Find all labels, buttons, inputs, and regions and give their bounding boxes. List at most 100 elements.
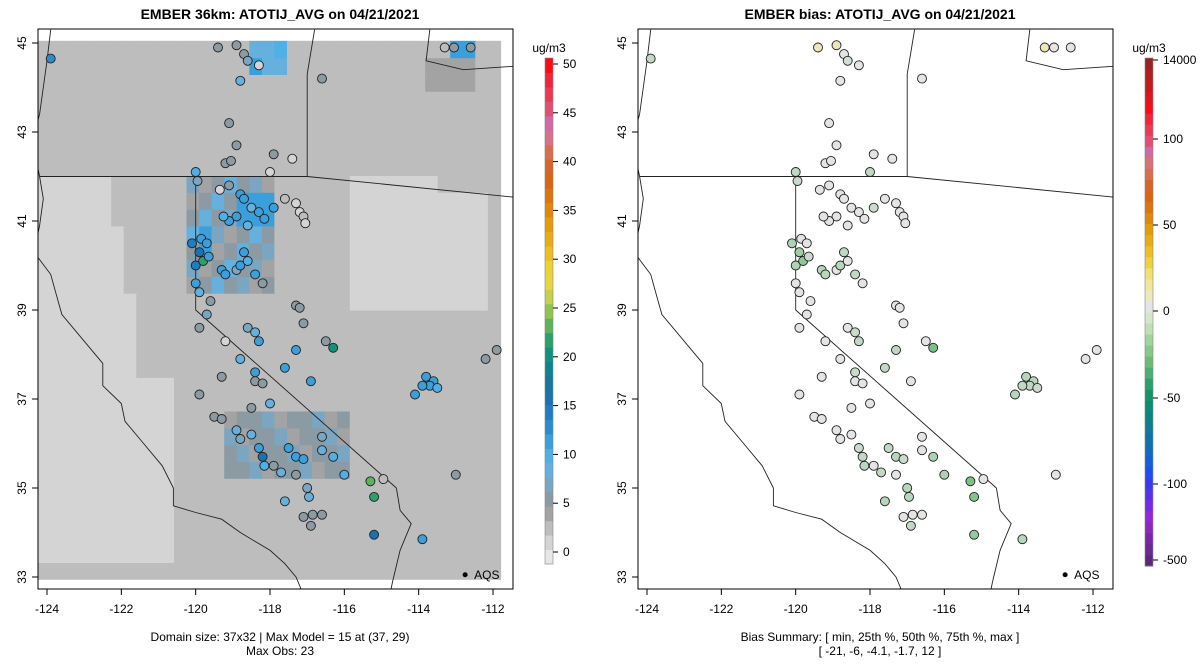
colorbar-unit: ug/m3 <box>1132 41 1166 55</box>
grid-cell <box>362 57 376 75</box>
grid-cell <box>462 478 476 496</box>
grid-cell <box>174 259 188 277</box>
grid-cell <box>199 141 213 160</box>
colorbar-swatch <box>1145 234 1153 247</box>
grid-cell <box>337 242 351 261</box>
grid-cell <box>148 545 163 563</box>
grid-cell <box>186 40 200 59</box>
bias-point <box>1039 42 1050 53</box>
y-tick-label: 43 <box>15 125 29 139</box>
grid-cell <box>387 528 401 547</box>
geography <box>38 29 513 589</box>
grid-cell <box>487 40 502 59</box>
model-concentration-panel: EMBER 36km: ATOTIJ_AVG on 04/21/2021 -12… <box>15 6 577 658</box>
grid-cell <box>312 209 326 227</box>
grid-cell <box>287 91 301 109</box>
grid-cell <box>98 495 112 513</box>
bias-points <box>645 40 1102 545</box>
grid-cell <box>224 124 238 143</box>
grid-cell <box>387 326 401 345</box>
grid-cell <box>161 495 175 513</box>
grid-cell <box>211 427 225 446</box>
bias-point <box>868 460 879 471</box>
grid-cell <box>299 40 313 59</box>
grid-cell <box>236 175 250 193</box>
grid-cell <box>287 528 301 547</box>
grid-cell <box>475 91 489 109</box>
colorbar-swatch <box>1145 58 1153 70</box>
right-footer-line-1: Bias Summary: [ min, 25th %, 50th %, 75t… <box>740 630 1020 644</box>
grid-cell <box>337 108 351 126</box>
colorbar-swatch <box>545 404 553 420</box>
x-tick-label: -114 <box>1007 602 1030 616</box>
grid-cell <box>38 511 50 530</box>
grid-cell <box>136 124 150 143</box>
observation-point <box>439 42 450 53</box>
grid-cell <box>236 293 250 311</box>
grid-cell <box>161 158 175 176</box>
grid-cell <box>425 91 439 109</box>
grid-cell <box>98 175 112 193</box>
grid-cell <box>437 478 451 496</box>
grid-cell <box>123 293 137 311</box>
grid-cell <box>324 310 338 328</box>
observation-point <box>365 476 376 487</box>
grid-cell <box>123 562 137 580</box>
grid-cell <box>349 562 363 580</box>
grid-cell <box>261 310 276 328</box>
grid-cell <box>299 411 313 429</box>
observation-point <box>279 362 290 373</box>
grid-cell <box>98 377 112 395</box>
grid-cell <box>236 562 250 580</box>
bias-point <box>879 193 890 204</box>
grid-cell <box>400 74 414 92</box>
grid-cell <box>61 225 75 244</box>
grid-cell <box>462 444 476 462</box>
grid-cell <box>400 394 414 412</box>
grid-cell <box>287 276 301 294</box>
grid-cell <box>412 293 426 311</box>
grid-cell <box>199 394 213 412</box>
grid-cell <box>98 158 112 176</box>
grid-cell <box>337 427 351 446</box>
grid-cell <box>38 444 50 462</box>
grid-cell <box>224 293 238 311</box>
grid-cell <box>400 192 414 210</box>
grid-cell <box>38 377 50 395</box>
grid-cell <box>136 57 150 75</box>
bias-point <box>928 451 939 462</box>
grid-cell <box>148 343 163 362</box>
bias-point <box>846 402 857 413</box>
grid-cell <box>374 40 389 59</box>
grid-cell <box>400 528 414 547</box>
grid-cell <box>425 528 439 547</box>
grid-cell <box>86 175 100 193</box>
grid-cell <box>400 427 414 446</box>
grid-cell <box>61 326 75 345</box>
grid-cell <box>199 209 213 227</box>
grid-cell <box>249 562 263 580</box>
colorbar-swatch <box>1145 345 1153 357</box>
grid-cell <box>425 478 439 496</box>
grid-cell <box>61 91 75 109</box>
observation-point <box>480 354 491 364</box>
observation-point <box>465 42 476 53</box>
grid-cell <box>487 57 502 75</box>
grid-cell <box>349 310 363 328</box>
grid-cell <box>174 394 188 412</box>
colorbar-swatch <box>1145 323 1153 335</box>
bias-point <box>857 278 868 289</box>
grid-cell <box>199 562 213 580</box>
grid-cell <box>425 545 439 563</box>
grid-cell <box>450 57 464 75</box>
grid-cell <box>123 175 137 193</box>
grid-cell <box>349 141 363 160</box>
colorbar-tick-label: 35 <box>563 203 577 217</box>
grid-cell <box>211 242 225 261</box>
grid-cell <box>123 57 137 75</box>
grid-cell <box>249 141 263 160</box>
right-footer-line-2: [ -21, -6, -4.1, -1.7, 12 ] <box>818 644 942 658</box>
grid-cell <box>274 326 288 345</box>
observation-point <box>305 520 316 531</box>
grid-cell <box>374 444 389 462</box>
